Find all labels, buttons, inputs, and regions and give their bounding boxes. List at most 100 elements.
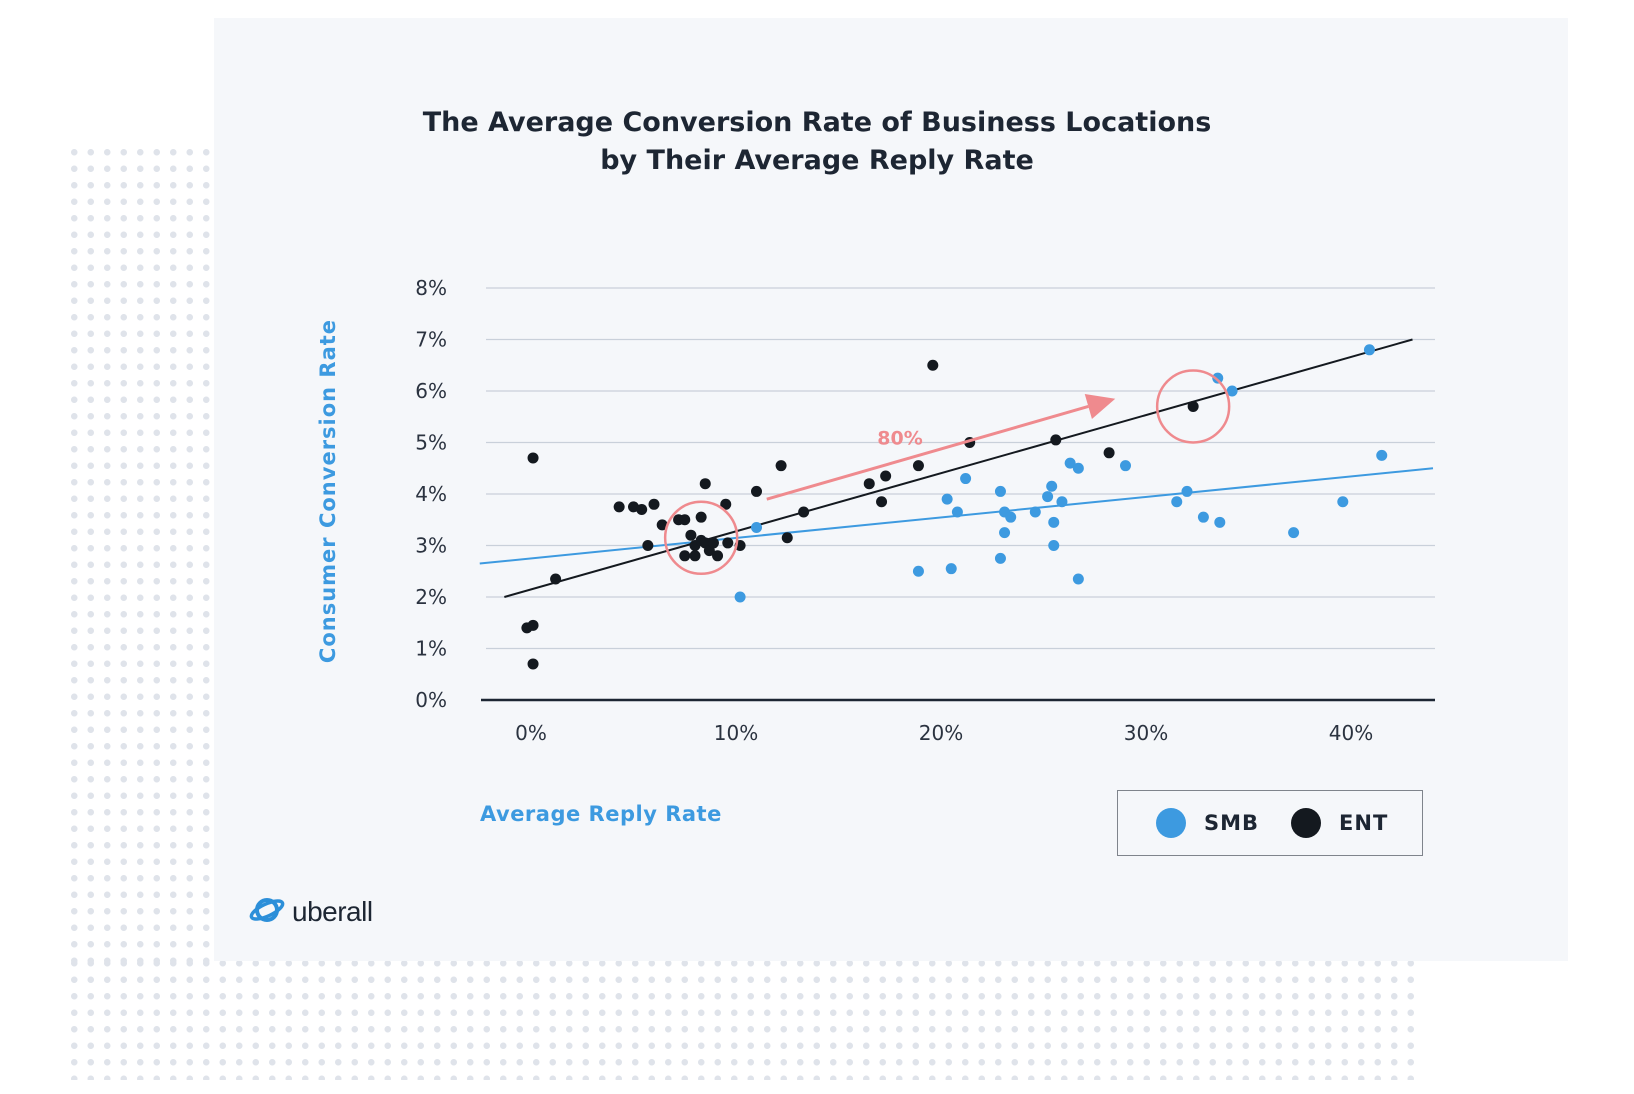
- data-point-smb: [1197, 511, 1209, 523]
- data-point-ent: [613, 501, 625, 513]
- highlight-circle: [663, 500, 739, 576]
- x-tick-label: 30%: [1124, 721, 1168, 745]
- data-point-smb: [1171, 496, 1183, 508]
- data-point-smb: [1029, 506, 1041, 518]
- data-point-smb: [1226, 385, 1238, 397]
- data-point-smb: [994, 485, 1006, 497]
- data-point-ent: [636, 503, 648, 515]
- highlight-circle: [1155, 369, 1231, 444]
- data-point-smb: [1048, 516, 1060, 528]
- data-point-smb: [1214, 516, 1226, 528]
- y-tick-label: 2%: [415, 585, 447, 609]
- data-point-ent: [751, 485, 762, 497]
- y-axis-label: Consumer Conversion Rate: [316, 318, 340, 664]
- data-point-ent: [679, 514, 691, 526]
- data-point-ent: [722, 537, 734, 549]
- data-point-ent: [781, 532, 793, 544]
- annotation-arrow-shaft: [766, 405, 1089, 501]
- data-point-ent: [527, 658, 539, 670]
- chart-legend: SMB ENT: [1117, 790, 1423, 856]
- data-point-smb: [1072, 573, 1084, 585]
- legend-swatch-smb: [1156, 808, 1186, 838]
- data-point-ent: [699, 478, 711, 490]
- data-point-ent: [1050, 434, 1062, 446]
- annotation-arrow-head: [1084, 393, 1116, 419]
- data-point-ent: [927, 359, 939, 371]
- data-point-smb: [994, 552, 1006, 564]
- x-tick-label: 20%: [919, 721, 963, 745]
- data-point-ent: [679, 550, 691, 562]
- data-point-smb: [951, 506, 963, 518]
- x-axis-label: Average Reply Rate: [480, 802, 722, 826]
- dot-pattern-bottom: [66, 955, 1416, 1080]
- y-tick-label: 4%: [415, 482, 447, 506]
- data-point-ent: [707, 537, 719, 549]
- y-tick-label: 7%: [415, 328, 447, 352]
- annotation-label: 80%: [877, 427, 922, 449]
- data-point-ent: [527, 452, 539, 464]
- y-tick-label: 3%: [415, 534, 447, 558]
- legend-label-smb: SMB: [1204, 811, 1260, 835]
- logo-text: uberall: [292, 896, 373, 927]
- data-point-ent: [775, 460, 787, 472]
- data-point-smb: [1005, 511, 1017, 523]
- data-point-smb: [751, 521, 762, 533]
- data-point-smb: [1120, 460, 1131, 472]
- y-tick-label: 1%: [415, 637, 447, 661]
- data-point-ent: [689, 550, 701, 562]
- data-point-ent: [695, 511, 707, 523]
- data-point-ent: [648, 498, 660, 510]
- legend-swatch-ent: [1291, 808, 1322, 838]
- data-point-ent: [1103, 447, 1115, 459]
- legend-label-ent: ENT: [1339, 811, 1389, 835]
- data-point-smb: [1046, 480, 1058, 492]
- data-point-ent: [798, 506, 810, 518]
- data-point-ent: [712, 550, 724, 562]
- y-tick-label: 5%: [415, 431, 447, 455]
- x-tick-label: 10%: [714, 721, 758, 745]
- planet-icon: [248, 893, 286, 931]
- data-point-smb: [912, 565, 924, 577]
- data-point-ent: [550, 573, 562, 585]
- data-point-ent: [720, 498, 732, 510]
- data-point-smb: [1056, 496, 1068, 508]
- data-point-smb: [1042, 491, 1054, 503]
- x-tick-label: 40%: [1329, 721, 1373, 745]
- data-point-ent: [863, 478, 875, 490]
- data-point-smb: [960, 473, 972, 485]
- chart-title-block: The Average Conversion Rate of Business …: [0, 104, 1634, 180]
- data-point-smb: [1376, 449, 1388, 461]
- data-point-smb: [1337, 496, 1349, 508]
- data-point-ent: [685, 529, 697, 541]
- chart-title: The Average Conversion Rate of Business …: [422, 107, 1212, 138]
- data-point-smb: [734, 591, 746, 603]
- uberall-logo: uberall: [248, 893, 373, 931]
- data-point-ent: [1187, 400, 1199, 412]
- data-point-ent: [876, 496, 888, 508]
- y-tick-label: 0%: [415, 688, 447, 712]
- data-point-smb: [941, 493, 953, 505]
- dot-pattern-left: [66, 144, 212, 964]
- data-point-smb: [1363, 344, 1375, 356]
- y-tick-label: 8%: [415, 276, 447, 300]
- legend-item-ent: ENT: [1291, 808, 1388, 838]
- data-point-ent: [642, 540, 654, 551]
- data-point-ent: [912, 460, 924, 472]
- data-point-smb: [945, 563, 957, 575]
- legend-item-smb: SMB: [1156, 808, 1259, 838]
- data-point-smb: [1212, 372, 1224, 384]
- trendline-ent: [504, 338, 1413, 598]
- y-tick-label: 6%: [415, 379, 447, 403]
- data-point-ent: [656, 519, 668, 531]
- data-point-smb: [1288, 527, 1300, 539]
- data-point-smb: [1048, 540, 1060, 551]
- data-point-ent: [527, 619, 539, 631]
- data-point-smb: [1181, 485, 1193, 497]
- data-point-smb: [999, 527, 1011, 539]
- data-point-smb: [1064, 457, 1076, 469]
- chart-subtitle: by Their Average Reply Rate: [600, 145, 1034, 176]
- data-point-smb: [1072, 462, 1084, 474]
- x-tick-label: 0%: [515, 721, 547, 745]
- data-point-ent: [880, 470, 892, 482]
